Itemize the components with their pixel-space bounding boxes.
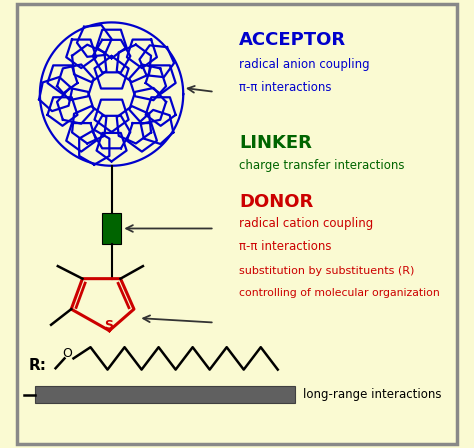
Text: π-π interactions: π-π interactions — [239, 81, 332, 94]
Text: radical anion coupling: radical anion coupling — [239, 58, 370, 72]
Text: long-range interactions: long-range interactions — [303, 388, 442, 401]
Text: radical cation coupling: radical cation coupling — [239, 217, 374, 231]
Text: controlling of molecular organization: controlling of molecular organization — [239, 289, 440, 298]
Text: substitution by substituents (R): substitution by substituents (R) — [239, 266, 415, 276]
Text: charge transfer interactions: charge transfer interactions — [239, 159, 405, 172]
Text: LINKER: LINKER — [239, 134, 312, 152]
Text: π-π interactions: π-π interactions — [239, 240, 332, 253]
Bar — [102, 213, 121, 244]
Text: S: S — [104, 319, 113, 332]
Text: R:: R: — [29, 358, 46, 373]
FancyBboxPatch shape — [17, 4, 457, 444]
Text: DONOR: DONOR — [239, 193, 313, 211]
Text: ACCEPTOR: ACCEPTOR — [239, 31, 346, 49]
Text: O: O — [63, 347, 73, 361]
Bar — [36, 386, 295, 403]
